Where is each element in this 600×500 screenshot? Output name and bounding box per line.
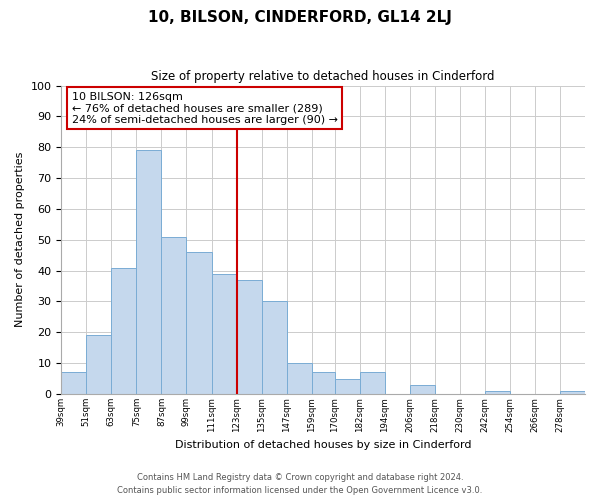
Bar	[311, 372, 335, 394]
Bar	[560, 391, 585, 394]
Bar	[61, 372, 86, 394]
Bar	[287, 363, 311, 394]
Bar	[187, 252, 212, 394]
Text: Contains HM Land Registry data © Crown copyright and database right 2024.
Contai: Contains HM Land Registry data © Crown c…	[118, 474, 482, 495]
Title: Size of property relative to detached houses in Cinderford: Size of property relative to detached ho…	[151, 70, 495, 83]
Bar	[359, 372, 385, 394]
Text: 10 BILSON: 126sqm
← 76% of detached houses are smaller (289)
24% of semi-detache: 10 BILSON: 126sqm ← 76% of detached hous…	[72, 92, 338, 125]
X-axis label: Distribution of detached houses by size in Cinderford: Distribution of detached houses by size …	[175, 440, 472, 450]
Bar	[212, 274, 236, 394]
Y-axis label: Number of detached properties: Number of detached properties	[15, 152, 25, 328]
Bar	[161, 236, 187, 394]
Bar	[136, 150, 161, 394]
Text: 10, BILSON, CINDERFORD, GL14 2LJ: 10, BILSON, CINDERFORD, GL14 2LJ	[148, 10, 452, 25]
Bar	[335, 378, 359, 394]
Bar	[86, 336, 112, 394]
Bar	[485, 391, 510, 394]
Bar	[236, 280, 262, 394]
Bar	[112, 268, 136, 394]
Bar	[410, 385, 435, 394]
Bar	[262, 302, 287, 394]
